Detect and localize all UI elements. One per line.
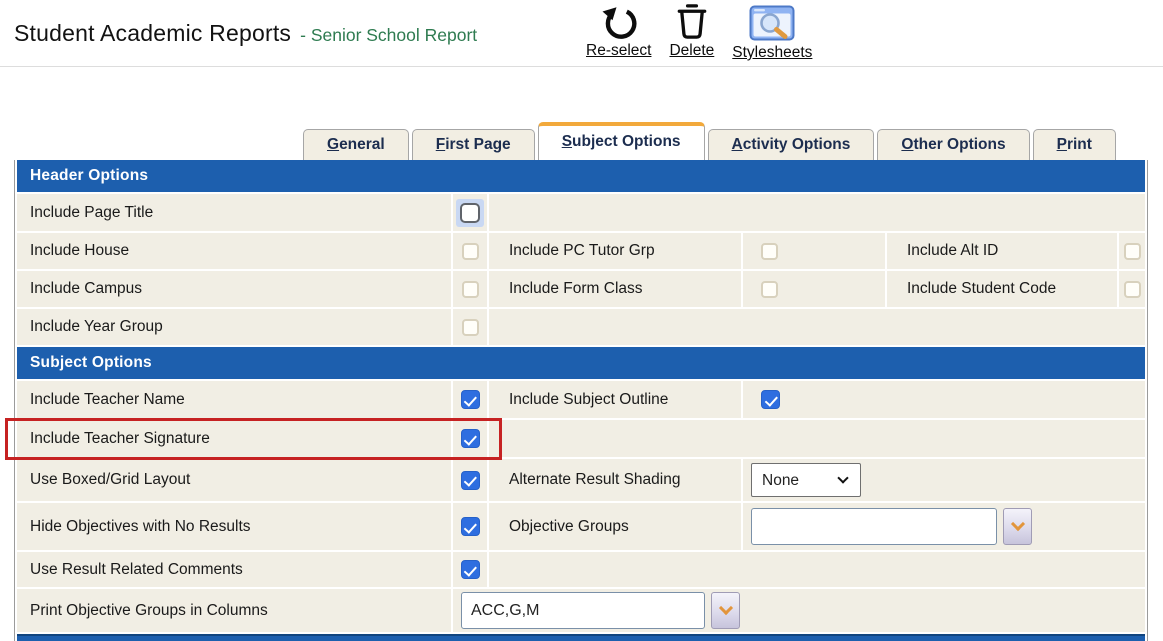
- tab-general[interactable]: General: [303, 129, 409, 160]
- checkbox-cell: [743, 233, 885, 269]
- row-use-boxed-grid-layout: Use Boxed/Grid Layout Alternate Result S…: [17, 459, 1145, 501]
- empty-cell: [489, 309, 1145, 345]
- checkbox-cell: [1119, 271, 1145, 307]
- checkbox-cell: [453, 459, 487, 501]
- row-hide-objectives-no-results: Hide Objectives with No Results Objectiv…: [17, 503, 1145, 550]
- reselect-button[interactable]: Re-select: [586, 3, 651, 60]
- include-student-code-checkbox[interactable]: [1123, 280, 1141, 298]
- empty-cell: [489, 552, 1145, 587]
- include-page-title-label: Include Page Title: [17, 194, 451, 231]
- checkbox-cell: [743, 381, 1145, 418]
- use-result-related-comments-checkbox[interactable]: [460, 560, 480, 579]
- empty-cell: [489, 420, 1145, 457]
- include-teacher-signature-label: Include Teacher Signature: [17, 420, 451, 457]
- checkbox-cell: [453, 420, 487, 457]
- select-wrap: None: [751, 463, 861, 497]
- page-header: Student Academic Reports - Senior School…: [0, 0, 1163, 67]
- undo-icon: [599, 3, 639, 41]
- include-teacher-signature-checkbox[interactable]: [460, 429, 480, 448]
- checkbox-cell: [453, 381, 487, 418]
- section-title: Subject Options: [30, 354, 152, 371]
- report-name-subtitle: - Senior School Report: [300, 25, 478, 45]
- delete-label: Delete: [669, 42, 715, 59]
- checkbox-cell: [453, 552, 487, 587]
- objective-groups-input[interactable]: [751, 508, 997, 545]
- checkbox-cell: [453, 309, 487, 345]
- stylesheet-search-icon: [749, 3, 795, 43]
- include-subject-outline-checkbox[interactable]: [761, 390, 780, 409]
- stylesheets-button[interactable]: Stylesheets: [732, 3, 812, 62]
- tab-activity-options[interactable]: Activity Options: [707, 129, 875, 160]
- section-title: Header Options: [30, 167, 149, 184]
- checkbox-cell: [453, 503, 487, 550]
- control-cell: None: [743, 459, 1145, 501]
- include-campus-checkbox[interactable]: [461, 280, 479, 298]
- stylesheets-label: Stylesheets: [732, 44, 813, 61]
- use-result-related-comments-label: Use Result Related Comments: [17, 552, 451, 587]
- include-form-class-checkbox[interactable]: [761, 280, 778, 298]
- tab-subject-options[interactable]: Subject Options: [537, 122, 705, 160]
- hide-objectives-no-results-label: Hide Objectives with No Results: [17, 503, 451, 550]
- print-objective-groups-picker-button[interactable]: [711, 592, 740, 629]
- header-options-section-header: Header Options: [17, 160, 1145, 192]
- include-teacher-name-checkbox[interactable]: [460, 390, 480, 409]
- reselect-label: Re-select: [586, 42, 652, 59]
- tab-bar: General First Page Subject Options Activ…: [303, 121, 1116, 160]
- include-pc-tutor-grp-checkbox[interactable]: [761, 242, 778, 260]
- include-year-group-label: Include Year Group: [17, 309, 451, 345]
- row-include-house: Include House Include PC Tutor Grp Inclu…: [17, 233, 1145, 269]
- toolbar: Re-select Delete: [586, 3, 812, 62]
- objective-groups-label: Objective Groups: [489, 503, 741, 550]
- tab-first-page[interactable]: First Page: [411, 129, 535, 160]
- use-boxed-grid-layout-checkbox[interactable]: [460, 470, 480, 490]
- hide-objectives-no-results-checkbox[interactable]: [460, 517, 480, 536]
- use-boxed-grid-layout-label: Use Boxed/Grid Layout: [17, 459, 451, 501]
- row-print-objective-groups-in-columns: Print Objective Groups in Columns: [17, 589, 1145, 632]
- control-cell: [453, 589, 1145, 632]
- include-form-class-label: Include Form Class: [489, 271, 741, 307]
- tab-print[interactable]: Print: [1032, 129, 1116, 160]
- options-table: Header Options Include Page Title Includ…: [5, 160, 1148, 641]
- include-house-label: Include House: [17, 233, 451, 269]
- include-campus-label: Include Campus: [17, 271, 451, 307]
- checkbox-cell: [1119, 233, 1145, 269]
- checkbox-cell: [743, 271, 885, 307]
- row-use-result-related-comments: Use Result Related Comments: [17, 552, 1145, 587]
- include-pc-tutor-grp-label: Include PC Tutor Grp: [489, 233, 741, 269]
- delete-button[interactable]: Delete: [669, 3, 714, 60]
- include-house-checkbox[interactable]: [461, 242, 479, 260]
- subject-options-section-header: Subject Options: [17, 347, 1145, 379]
- chevron-down-icon: [718, 600, 733, 616]
- print-objective-groups-input[interactable]: [461, 592, 705, 629]
- page-title: Student Academic Reports: [14, 20, 292, 46]
- objective-groups-picker-button[interactable]: [1003, 508, 1032, 545]
- include-subject-outline-label: Include Subject Outline: [489, 381, 741, 418]
- include-page-title-checkbox[interactable]: [456, 198, 484, 227]
- tab-other-options[interactable]: Other Options: [877, 129, 1030, 160]
- checkbox-box: [460, 202, 480, 223]
- include-alt-id-checkbox[interactable]: [1123, 242, 1141, 260]
- title-block: Student Academic Reports - Senior School…: [14, 20, 477, 47]
- checkbox-cell: [453, 271, 487, 307]
- include-year-group-checkbox[interactable]: [461, 318, 479, 336]
- include-alt-id-label: Include Alt ID: [887, 233, 1117, 269]
- chevron-down-icon: [1010, 516, 1025, 532]
- include-student-code-label: Include Student Code: [887, 271, 1117, 307]
- control-cell: [743, 503, 1145, 550]
- checkbox-cell: [453, 194, 487, 231]
- alternate-result-shading-label: Alternate Result Shading: [489, 459, 741, 501]
- row-include-year-group: Include Year Group: [17, 309, 1145, 345]
- include-teacher-name-label: Include Teacher Name: [17, 381, 451, 418]
- next-section-header-cutoff: [17, 634, 1145, 641]
- row-include-teacher-signature: Include Teacher Signature: [17, 420, 1145, 457]
- alternate-result-shading-select[interactable]: None: [751, 463, 861, 497]
- row-include-campus: Include Campus Include Form Class Includ…: [17, 271, 1145, 307]
- row-include-page-title: Include Page Title: [17, 194, 1145, 231]
- checkbox-cell: [453, 233, 487, 269]
- row-include-teacher-name: Include Teacher Name Include Subject Out…: [17, 381, 1145, 418]
- trash-icon: [675, 3, 709, 41]
- empty-cell: [489, 194, 1145, 231]
- print-objective-groups-label: Print Objective Groups in Columns: [17, 589, 451, 632]
